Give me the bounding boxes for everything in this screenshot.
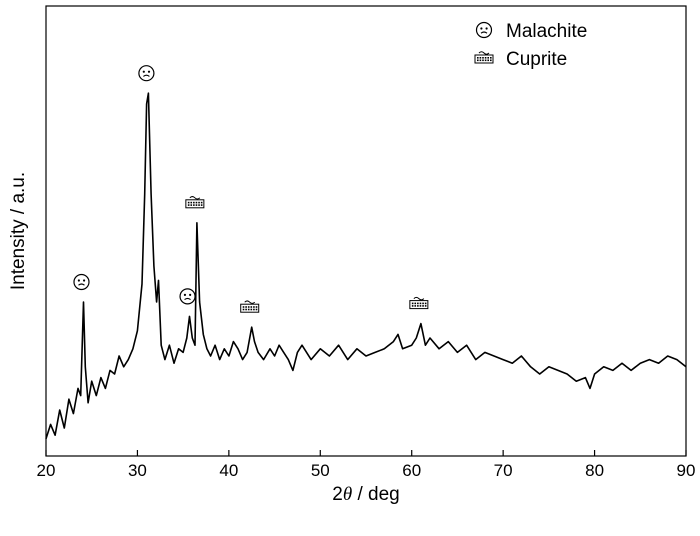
malachite-peak-marker [138, 65, 155, 82]
x-tick-label: 70 [494, 461, 513, 480]
legend: Malachite Cuprite [474, 21, 587, 70]
plot-frame [45, 5, 687, 457]
series-line-intensity [45, 92, 687, 440]
y-axis-label: Intensity / a.u. [8, 172, 29, 290]
peak-annotations [73, 65, 429, 313]
malachite-legend-icon [475, 21, 493, 39]
legend-item: Malachite [475, 21, 587, 42]
legend-item: Cuprite [474, 49, 567, 70]
x-tick-label: 60 [402, 461, 421, 480]
malachite-peak-marker [179, 288, 196, 305]
x-tick-label: 40 [219, 461, 238, 480]
cuprite-peak-marker [240, 300, 260, 313]
legend-label: Cuprite [506, 49, 567, 70]
x-tick-label: 50 [311, 461, 330, 480]
cuprite-peak-marker [409, 296, 429, 310]
x-tick-label: 30 [128, 461, 147, 480]
malachite-peak-marker [73, 273, 90, 291]
x-tick-label: 90 [677, 461, 696, 480]
cuprite-peak-marker [185, 196, 205, 209]
x-tick-label: 20 [37, 461, 56, 480]
legend-label: Malachite [506, 21, 587, 42]
x-axis-ticks: 20 30 40 50 60 70 80 90 [37, 450, 696, 480]
x-axis-label: 2θ / deg [332, 484, 399, 505]
x-tick-label: 80 [585, 461, 604, 480]
cuprite-legend-icon [474, 51, 494, 64]
